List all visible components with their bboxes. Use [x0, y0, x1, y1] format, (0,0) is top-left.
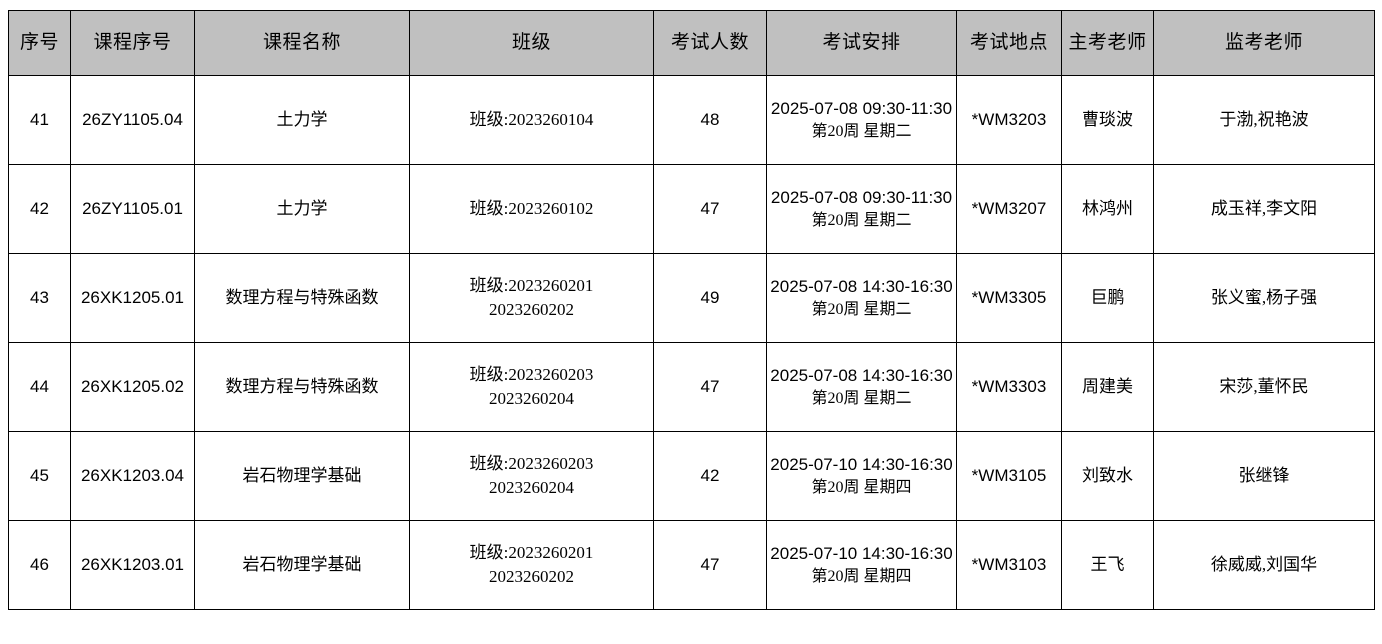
class-line-2: 2023260204 — [489, 477, 574, 497]
schedule-week: 第20周 星期四 — [811, 479, 912, 497]
class-line-1: 班级:2023260201 — [469, 276, 594, 296]
schedule-datetime: 2025-07-10 14:30-16:30 — [770, 543, 953, 563]
cell-place: *WM3105 — [956, 431, 1062, 521]
cell-place: *WM3207 — [956, 164, 1062, 254]
cell-class: 班级:2023260104 — [409, 75, 654, 165]
schedule-week: 第20周 星期二 — [811, 301, 912, 319]
cell-class: 班级:2023260201 2023260202 — [409, 253, 654, 343]
cell-course-no: 26ZY1105.04 — [70, 75, 195, 165]
header-row: 序号 课程序号 课程名称 班级 考试人数 考试安排 考试地点 主考老师 监考老师 — [8, 10, 1375, 76]
table-row: 44 26XK1205.02 数理方程与特殊函数 班级:2023260203 2… — [8, 342, 1375, 432]
table-body: 41 26ZY1105.04 土力学 班级:2023260104 48 2025… — [8, 75, 1375, 610]
cell-schedule: 2025-07-08 09:30-11:30 第20周 星期二 — [766, 75, 957, 165]
cell-proctor: 张继锋 — [1153, 431, 1375, 521]
cell-place: *WM3103 — [956, 520, 1062, 610]
cell-course: 数理方程与特殊函数 — [194, 342, 410, 432]
cell-schedule: 2025-07-08 09:30-11:30 第20周 星期二 — [766, 164, 957, 254]
cell-count: 48 — [653, 75, 767, 165]
cell-seq: 46 — [8, 520, 71, 610]
column-header-schedule: 考试安排 — [766, 10, 957, 76]
cell-class: 班级:2023260201 2023260202 — [409, 520, 654, 610]
cell-schedule: 2025-07-10 14:30-16:30 第20周 星期四 — [766, 520, 957, 610]
cell-course: 土力学 — [194, 75, 410, 165]
column-header-place: 考试地点 — [956, 10, 1062, 76]
table-header: 序号 课程序号 课程名称 班级 考试人数 考试安排 考试地点 主考老师 监考老师 — [8, 10, 1375, 76]
cell-course-no: 26XK1205.01 — [70, 253, 195, 343]
cell-seq: 42 — [8, 164, 71, 254]
class-line-1: 班级:2023260203 — [469, 454, 594, 474]
schedule-datetime: 2025-07-08 14:30-16:30 — [770, 276, 953, 296]
table-row: 45 26XK1203.04 岩石物理学基础 班级:2023260203 202… — [8, 431, 1375, 521]
cell-seq: 41 — [8, 75, 71, 165]
cell-proctor: 于渤,祝艳波 — [1153, 75, 1375, 165]
column-header-class: 班级 — [409, 10, 654, 76]
class-line-1: 班级:2023260201 — [469, 543, 594, 563]
schedule-week: 第20周 星期二 — [811, 390, 912, 408]
cell-proctor: 宋莎,董怀民 — [1153, 342, 1375, 432]
schedule-week: 第20周 星期四 — [811, 568, 912, 586]
cell-count: 49 — [653, 253, 767, 343]
column-header-proctor: 监考老师 — [1153, 10, 1375, 76]
column-header-chief: 主考老师 — [1061, 10, 1154, 76]
cell-schedule: 2025-07-08 14:30-16:30 第20周 星期二 — [766, 342, 957, 432]
cell-count: 42 — [653, 431, 767, 521]
exam-schedule-table: 序号 课程序号 课程名称 班级 考试人数 考试安排 考试地点 主考老师 监考老师… — [8, 10, 1375, 610]
cell-class: 班级:2023260203 2023260204 — [409, 342, 654, 432]
cell-class: 班级:2023260203 2023260204 — [409, 431, 654, 521]
schedule-datetime: 2025-07-08 09:30-11:30 — [770, 98, 953, 118]
cell-proctor: 徐威威,刘国华 — [1153, 520, 1375, 610]
cell-count: 47 — [653, 342, 767, 432]
schedule-datetime: 2025-07-10 14:30-16:30 — [770, 454, 953, 474]
cell-course: 数理方程与特殊函数 — [194, 253, 410, 343]
cell-course-no: 26ZY1105.01 — [70, 164, 195, 254]
cell-seq: 45 — [8, 431, 71, 521]
cell-schedule: 2025-07-10 14:30-16:30 第20周 星期四 — [766, 431, 957, 521]
class-line-2: 2023260202 — [489, 566, 574, 586]
class-line-1: 班级:2023260104 — [469, 109, 594, 129]
cell-proctor: 成玉祥,李文阳 — [1153, 164, 1375, 254]
table-row: 46 26XK1203.01 岩石物理学基础 班级:2023260201 202… — [8, 520, 1375, 610]
cell-place: *WM3303 — [956, 342, 1062, 432]
cell-chief: 刘致水 — [1061, 431, 1154, 521]
cell-course: 岩石物理学基础 — [194, 520, 410, 610]
cell-chief: 曹琰波 — [1061, 75, 1154, 165]
cell-course-no: 26XK1205.02 — [70, 342, 195, 432]
cell-course-no: 26XK1203.04 — [70, 431, 195, 521]
schedule-week: 第20周 星期二 — [811, 123, 912, 141]
cell-chief: 王飞 — [1061, 520, 1154, 610]
schedule-datetime: 2025-07-08 09:30-11:30 — [770, 187, 953, 207]
cell-place: *WM3203 — [956, 75, 1062, 165]
column-header-course: 课程名称 — [194, 10, 410, 76]
cell-chief: 林鸿州 — [1061, 164, 1154, 254]
schedule-datetime: 2025-07-08 14:30-16:30 — [770, 365, 953, 385]
cell-course: 土力学 — [194, 164, 410, 254]
table-row: 41 26ZY1105.04 土力学 班级:2023260104 48 2025… — [8, 75, 1375, 165]
column-header-course-no: 课程序号 — [70, 10, 195, 76]
table-row: 43 26XK1205.01 数理方程与特殊函数 班级:2023260201 2… — [8, 253, 1375, 343]
cell-chief: 周建美 — [1061, 342, 1154, 432]
class-line-1: 班级:2023260203 — [469, 365, 594, 385]
column-header-count: 考试人数 — [653, 10, 767, 76]
cell-proctor: 张义蜜,杨子强 — [1153, 253, 1375, 343]
cell-place: *WM3305 — [956, 253, 1062, 343]
cell-course: 岩石物理学基础 — [194, 431, 410, 521]
cell-schedule: 2025-07-08 14:30-16:30 第20周 星期二 — [766, 253, 957, 343]
class-line-2: 2023260204 — [489, 388, 574, 408]
column-header-seq: 序号 — [8, 10, 71, 76]
cell-count: 47 — [653, 164, 767, 254]
cell-count: 47 — [653, 520, 767, 610]
cell-chief: 巨鹏 — [1061, 253, 1154, 343]
cell-seq: 44 — [8, 342, 71, 432]
cell-seq: 43 — [8, 253, 71, 343]
class-line-1: 班级:2023260102 — [469, 198, 594, 218]
table-row: 42 26ZY1105.01 土力学 班级:2023260102 47 2025… — [8, 164, 1375, 254]
cell-class: 班级:2023260102 — [409, 164, 654, 254]
schedule-week: 第20周 星期二 — [811, 212, 912, 230]
class-line-2: 2023260202 — [489, 299, 574, 319]
cell-course-no: 26XK1203.01 — [70, 520, 195, 610]
